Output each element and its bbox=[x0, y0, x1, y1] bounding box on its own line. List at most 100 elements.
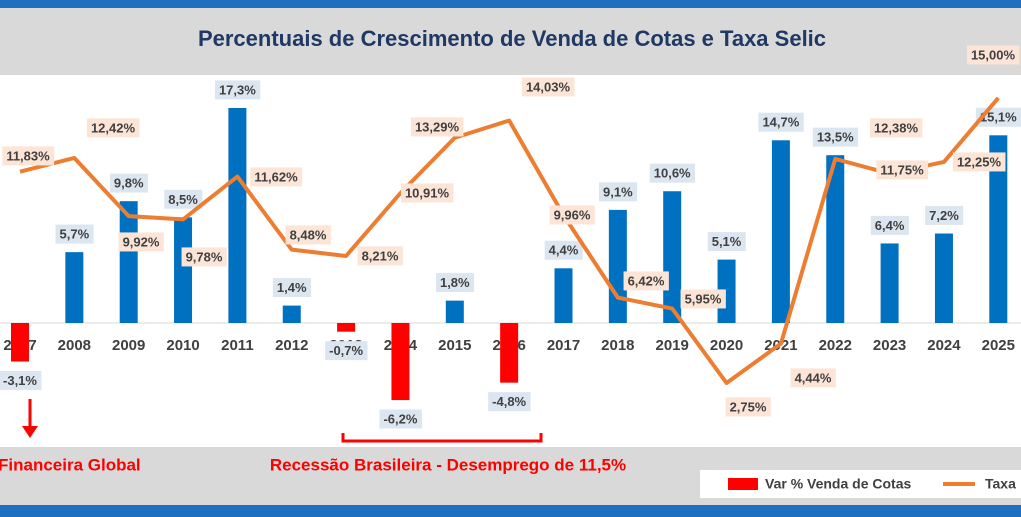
bar-value-label-bg bbox=[925, 205, 964, 225]
legend-swatch bbox=[728, 478, 758, 490]
x-tick-label: 2012 bbox=[275, 337, 308, 354]
bar bbox=[663, 191, 682, 323]
bar-value-label-bg bbox=[272, 278, 312, 298]
bar bbox=[11, 323, 29, 362]
bar-value-label: 7,2% bbox=[929, 208, 959, 223]
bar-value-label-bg bbox=[544, 240, 583, 260]
bar-value-label-bg bbox=[435, 273, 475, 293]
line-value-label: 10,91% bbox=[405, 185, 450, 200]
line-value-label-bg bbox=[357, 246, 403, 266]
bar-value-label-bg bbox=[214, 80, 261, 100]
line-value-label: 14,03% bbox=[526, 79, 571, 94]
bar-value-label-bg bbox=[707, 232, 746, 252]
bar-value-label: 8,5% bbox=[168, 192, 198, 207]
line-value-label: 4,44% bbox=[795, 370, 832, 385]
title-band bbox=[0, 8, 1021, 75]
x-tick-label: 2010 bbox=[166, 337, 199, 354]
arrow-head bbox=[22, 426, 38, 438]
line-value-label-bg bbox=[410, 117, 464, 137]
bar bbox=[337, 323, 356, 332]
legend-label: Var % Venda de Cotas bbox=[765, 476, 911, 492]
bar bbox=[554, 268, 573, 323]
bottom-bar bbox=[0, 505, 1021, 517]
line-value-label: 15,00% bbox=[971, 47, 1016, 62]
line-value-label-bg bbox=[521, 77, 575, 97]
bar bbox=[880, 243, 899, 323]
bar-value-label: -6,2% bbox=[383, 412, 417, 427]
line-value-label-bg bbox=[680, 289, 726, 309]
bar-value-label: 13,5% bbox=[817, 130, 854, 145]
bar-value-label-bg bbox=[870, 215, 909, 235]
line-value-label-bg bbox=[869, 118, 923, 138]
line-value-label: 13,29% bbox=[415, 119, 460, 134]
chart-title: Percentuais de Crescimento de Venda de C… bbox=[198, 26, 826, 51]
bar bbox=[391, 323, 410, 401]
bar-value-label: 1,8% bbox=[440, 275, 470, 290]
bar-value-label: 10,6% bbox=[654, 166, 691, 181]
x-tick-label: 2019 bbox=[656, 337, 689, 354]
line-value-label-bg bbox=[725, 397, 771, 417]
annotation: Recessão Brasileira - Desemprego de 11,5… bbox=[270, 455, 626, 474]
line-value-label-bg bbox=[966, 45, 1020, 65]
bar-value-label-bg bbox=[0, 370, 42, 390]
bar bbox=[608, 209, 627, 323]
bar-value-label-bg bbox=[488, 392, 531, 412]
legend-label: Taxa bbox=[985, 476, 1016, 492]
line-value-label: 12,42% bbox=[91, 120, 136, 135]
line-value-label-bg bbox=[549, 205, 595, 225]
bar-value-label: 5,1% bbox=[712, 234, 742, 249]
line-value-label: 2,75% bbox=[730, 399, 767, 414]
line-value-label: 12,38% bbox=[874, 120, 919, 135]
bar bbox=[771, 140, 790, 323]
plot-area bbox=[0, 75, 1021, 447]
bar-value-label-bg bbox=[164, 189, 203, 209]
annotation: Financeira Global bbox=[0, 455, 141, 474]
bar bbox=[500, 323, 519, 383]
bar bbox=[174, 217, 193, 323]
bar-value-label: 15,1% bbox=[980, 110, 1017, 125]
bar bbox=[989, 135, 1008, 323]
bar-value-label: 5,7% bbox=[60, 227, 90, 242]
line-value-label-bg bbox=[285, 225, 331, 245]
bar-value-label: 17,3% bbox=[219, 82, 256, 97]
bar-value-label-bg bbox=[55, 224, 94, 244]
bar-value-label-bg bbox=[812, 127, 859, 147]
bar-value-label: 4,4% bbox=[549, 243, 579, 258]
bar-value-label: 1,4% bbox=[277, 280, 307, 295]
x-tick-label: 2025 bbox=[982, 337, 1015, 354]
bar-value-label: 6,4% bbox=[875, 218, 905, 233]
line-value-label-bg bbox=[400, 183, 454, 203]
bar-value-label: 9,1% bbox=[603, 184, 633, 199]
bar bbox=[65, 252, 84, 323]
bar-value-label-bg bbox=[379, 409, 422, 429]
bar-value-label-bg bbox=[758, 112, 804, 132]
line-value-label-bg bbox=[876, 160, 929, 180]
line-value-label: 6,42% bbox=[628, 273, 665, 288]
line-value-label: 5,95% bbox=[685, 291, 722, 306]
top-band bbox=[0, 0, 1021, 8]
line-value-label: 8,21% bbox=[362, 248, 399, 263]
x-tick-label: 2024 bbox=[927, 337, 961, 354]
x-tick-label: 2009 bbox=[112, 337, 145, 354]
line-value-label-bg bbox=[181, 247, 227, 267]
bar-value-label-bg bbox=[325, 341, 368, 361]
bar bbox=[934, 233, 953, 323]
line-value-label-bg bbox=[2, 146, 55, 166]
x-tick-label: 2011 bbox=[221, 337, 254, 354]
line-value-label: 9,96% bbox=[554, 207, 591, 222]
bar-value-label-bg bbox=[109, 173, 148, 193]
x-tick-label: 2008 bbox=[58, 337, 91, 354]
line-value-label-bg bbox=[790, 368, 836, 388]
bar-value-label: 9,8% bbox=[114, 176, 144, 191]
bar bbox=[119, 201, 138, 323]
bar-value-label: -3,1% bbox=[3, 373, 37, 388]
bar bbox=[826, 155, 845, 323]
line-value-label-bg bbox=[623, 271, 669, 291]
line-value-label: 12,25% bbox=[957, 154, 1002, 169]
bar bbox=[445, 300, 464, 323]
bar bbox=[228, 107, 247, 323]
x-tick-label: 2018 bbox=[601, 337, 634, 354]
x-tick-label: 2020 bbox=[710, 337, 743, 354]
x-tick-label: 2023 bbox=[873, 337, 906, 354]
